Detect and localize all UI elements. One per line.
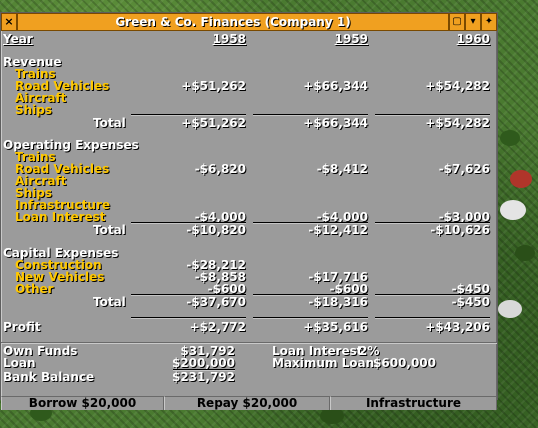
title-bar[interactable]: × Green & Co. Finances (Company 1) ▢ ▾ ✦: [1, 13, 497, 31]
bank-balance-label: Bank Balance: [3, 370, 95, 384]
operating-total-rule: [253, 222, 368, 223]
tree-decoration: [500, 130, 520, 146]
operating-total-1959: -$12,412: [308, 223, 368, 237]
profit-1958: +$2,772: [189, 320, 246, 334]
capital-total-1959: -$18,316: [308, 295, 368, 309]
capital-other-1959: -$600: [329, 282, 368, 296]
year-1958: 1958: [212, 32, 246, 46]
capital-total-rule: [253, 294, 368, 295]
close-icon[interactable]: ×: [1, 13, 17, 31]
revenue-total-1960: +$54,282: [425, 116, 490, 130]
operating-loan-interest-label: Loan Interest: [15, 210, 106, 224]
operating-road-vehicles-1958: -$6,820: [194, 162, 246, 176]
revenue-ships-label: Ships: [15, 103, 53, 117]
capital-total-1958: -$37,670: [186, 295, 246, 309]
operating-loan-interest-1960: -$3,000: [438, 210, 490, 224]
capital-total-rule: [131, 294, 246, 295]
loan-label: Loan: [3, 356, 36, 370]
operating-infrastructure-label: Infrastructure: [15, 198, 111, 212]
max-loan-label: Maximum Loan:: [272, 356, 379, 370]
revenue-total-rule: [131, 114, 246, 115]
tree-decoration: [500, 200, 526, 220]
operating-road-vehicles-label: Road Vehicles: [15, 162, 110, 176]
tree-decoration: [320, 408, 344, 424]
revenue-total-rule: [253, 114, 368, 115]
operating-road-vehicles-1959: -$8,412: [316, 162, 368, 176]
own-funds-label: Own Funds: [3, 344, 78, 358]
capital-heading: Capital Expenses: [3, 246, 119, 260]
shade-icon[interactable]: ▢: [449, 13, 465, 31]
operating-total-rule: [375, 222, 490, 223]
window-title[interactable]: Green & Co. Finances (Company 1): [17, 13, 449, 31]
operating-total-1960: -$10,626: [430, 223, 490, 237]
capital-new-vehicles-label: New Vehicles: [15, 270, 105, 284]
capital-other-label: Other: [15, 282, 54, 296]
tree-decoration: [510, 170, 532, 188]
operating-ships-label: Ships: [15, 186, 53, 200]
revenue-total-1958: +$51,262: [181, 116, 246, 130]
revenue-road-vehicles-label: Road Vehicles: [15, 79, 110, 93]
revenue-total-1959: +$66,344: [303, 116, 368, 130]
year-label: Year: [3, 32, 33, 46]
capital-other-1958: -$600: [207, 282, 246, 296]
operating-total-1958: -$10,820: [186, 223, 246, 237]
loan-interest-value: 2%: [359, 344, 380, 358]
loan-value: $200,000: [171, 356, 235, 370]
year-1959: 1959: [334, 32, 368, 46]
max-loan-value: $600,000: [373, 356, 437, 370]
year-1960: 1960: [456, 32, 490, 46]
operating-loan-interest-1959: -$4,000: [316, 210, 368, 224]
revenue-road-vehicles-1960: +$54,282: [425, 79, 490, 93]
revenue-road-vehicles-1958: +$51,262: [181, 79, 246, 93]
pin-icon[interactable]: ✦: [481, 13, 497, 31]
profit-1960: +$43,206: [425, 320, 490, 334]
operating-total-label: Total: [93, 223, 126, 237]
bank-balance-value: $231,792: [171, 370, 235, 384]
capital-total-rule: [375, 294, 490, 295]
capital-total-label: Total: [93, 295, 126, 309]
operating-heading: Operating Expenses: [3, 138, 139, 152]
own-funds-value: $31,792: [180, 344, 235, 358]
summary-divider: [1, 342, 497, 343]
infrastructure-button[interactable]: Infrastructure: [330, 396, 497, 410]
operating-aircraft-label: Aircraft: [15, 174, 67, 188]
capital-construction-1958: -$28,212: [186, 258, 246, 272]
borrow-button[interactable]: Borrow $20,000: [1, 396, 164, 410]
repay-button[interactable]: Repay $20,000: [164, 396, 330, 410]
revenue-total-rule: [375, 114, 490, 115]
capital-total-1960: -$450: [451, 295, 490, 309]
collapse-icon[interactable]: ▾: [465, 13, 481, 31]
tree-decoration: [515, 245, 535, 261]
bank-balance-rule: [173, 369, 235, 370]
profit-label: Profit: [3, 320, 41, 334]
profit-rule: [375, 317, 490, 318]
profit-rule: [253, 317, 368, 318]
revenue-aircraft-label: Aircraft: [15, 91, 67, 105]
capital-other-1960: -$450: [451, 282, 490, 296]
operating-loan-interest-1958: -$4,000: [194, 210, 246, 224]
operating-trains-label: Trains: [15, 150, 56, 164]
revenue-road-vehicles-1959: +$66,344: [303, 79, 368, 93]
loan-interest-label: Loan Interest:: [272, 344, 368, 358]
capital-new-vehicles-1958: -$8,858: [194, 270, 246, 284]
revenue-trains-label: Trains: [15, 67, 56, 81]
operating-total-rule: [131, 222, 246, 223]
revenue-total-label: Total: [93, 116, 126, 130]
finances-window: × Green & Co. Finances (Company 1) ▢ ▾ ✦…: [0, 12, 498, 410]
capital-new-vehicles-1959: -$17,716: [308, 270, 368, 284]
tree-decoration: [498, 300, 522, 318]
profit-rule: [131, 317, 246, 318]
revenue-heading: Revenue: [3, 55, 62, 69]
profit-1959: +$35,616: [303, 320, 368, 334]
operating-road-vehicles-1960: -$7,626: [438, 162, 490, 176]
capital-construction-label: Construction: [15, 258, 102, 272]
